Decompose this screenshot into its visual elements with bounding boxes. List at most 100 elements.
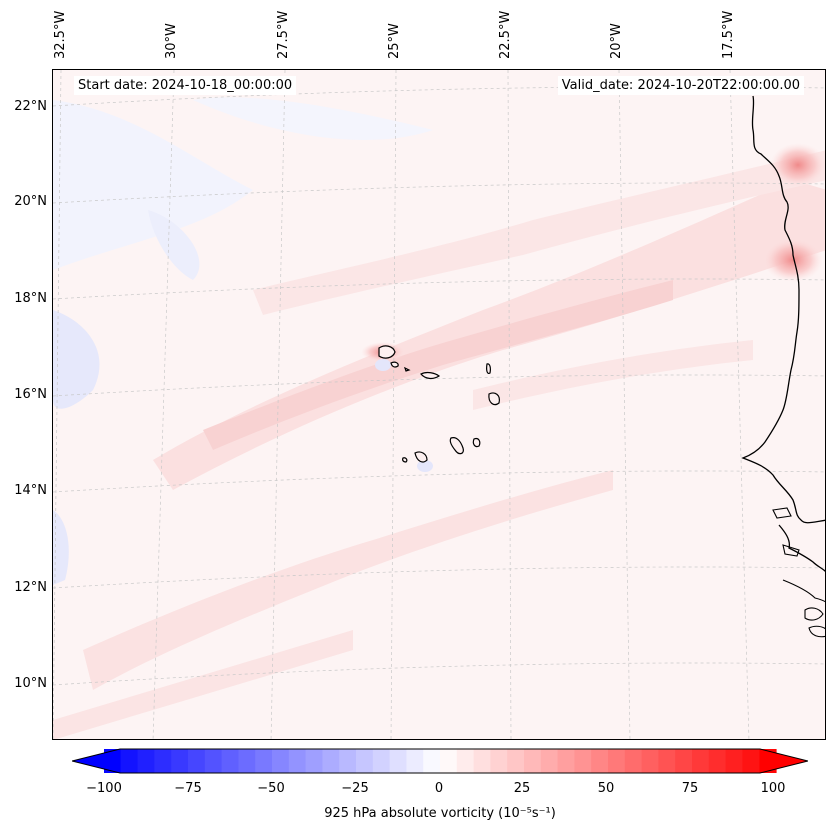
colorbar-segment bbox=[171, 749, 189, 773]
colorbar-segment bbox=[473, 749, 491, 773]
positive-vorticity-band bbox=[53, 630, 353, 739]
bissagos-islands bbox=[804, 607, 825, 638]
island bbox=[486, 363, 491, 375]
lat-label: 16°N bbox=[14, 387, 47, 402]
colorbar-min-extension bbox=[72, 749, 120, 773]
colorbar-segments bbox=[104, 749, 777, 773]
island bbox=[402, 457, 408, 463]
lat-label: 10°N bbox=[14, 676, 47, 691]
lat-label: 14°N bbox=[14, 483, 47, 498]
colorbar-segment bbox=[288, 749, 307, 773]
colorbar-segment bbox=[692, 749, 710, 773]
colorbar-segment bbox=[624, 749, 643, 773]
colorbar-segment bbox=[356, 749, 374, 773]
colorbar-tick-label: −25 bbox=[341, 781, 369, 796]
island bbox=[449, 437, 464, 455]
lon-label: 30°W bbox=[164, 23, 179, 59]
colorbar-segment bbox=[305, 749, 323, 773]
positive-vorticity-band bbox=[253, 150, 825, 315]
island bbox=[403, 366, 411, 372]
colorbar-tick-label: 50 bbox=[597, 781, 615, 796]
colorbar-segment bbox=[440, 749, 458, 773]
negative-vorticity-region bbox=[148, 210, 200, 280]
colorbar-segment bbox=[423, 749, 441, 773]
colorbar-max-extension bbox=[760, 749, 808, 773]
lat-label: 12°N bbox=[14, 580, 47, 595]
colorbar-segment bbox=[742, 749, 760, 773]
colorbar-segment bbox=[272, 749, 290, 773]
colorbar-segment bbox=[389, 749, 407, 773]
colorbar-tick-label: 25 bbox=[513, 781, 531, 796]
lon-label: 22.5°W bbox=[498, 10, 513, 59]
lon-label: 32.5°W bbox=[53, 10, 68, 59]
colorbar-tick-label: 75 bbox=[681, 781, 699, 796]
colorbar-segment bbox=[120, 749, 139, 773]
colorbar-segment bbox=[406, 749, 424, 773]
island bbox=[390, 361, 399, 368]
vorticity-negative-spot bbox=[375, 359, 391, 371]
colorbar-segment bbox=[540, 749, 559, 773]
lon-label: 25°W bbox=[387, 23, 402, 59]
valid-date-label: Valid_date: 2024-10-20T22:00:00.00 bbox=[557, 76, 804, 95]
island bbox=[488, 392, 500, 406]
colorbar-tick-label: −100 bbox=[86, 781, 122, 796]
colorbar-segment bbox=[204, 749, 223, 773]
colorbar-segment bbox=[591, 749, 609, 773]
lon-label: 17.5°W bbox=[721, 10, 736, 59]
colorbar-segment bbox=[641, 749, 659, 773]
positive-vorticity-band bbox=[473, 340, 753, 410]
graticule bbox=[53, 70, 825, 739]
colorbar-segment bbox=[322, 749, 340, 773]
senegal-gambia-coastline bbox=[778, 524, 825, 572]
start-date-label: Start date: 2024-10-18_00:00:00 bbox=[74, 76, 297, 95]
colorbar-segment bbox=[154, 749, 172, 773]
negative-vorticity-region bbox=[53, 100, 253, 270]
vorticity-hotspot bbox=[763, 238, 823, 282]
colorbar-segment bbox=[507, 749, 525, 773]
colorbar-segment bbox=[188, 749, 206, 773]
vorticity-hotspot bbox=[770, 143, 825, 187]
positive-vorticity-band bbox=[83, 470, 613, 690]
colorbar bbox=[72, 748, 808, 774]
colorbar-tick-label: 0 bbox=[434, 781, 444, 796]
vorticity-negative-spot bbox=[417, 460, 433, 472]
colorbar-segment bbox=[490, 749, 508, 773]
lat-label: 22°N bbox=[14, 99, 47, 114]
colorbar-segment bbox=[238, 749, 256, 773]
map-canvas bbox=[53, 70, 825, 739]
colorbar-tick-label: −75 bbox=[174, 781, 202, 796]
vorticity-map bbox=[52, 69, 826, 740]
island bbox=[414, 451, 428, 463]
colorbar-segment bbox=[255, 749, 273, 773]
island bbox=[378, 345, 396, 359]
colorbar-segment bbox=[574, 749, 592, 773]
west-africa-coastline bbox=[741, 95, 825, 524]
colorbar-segment bbox=[608, 749, 626, 773]
colorbar-segment bbox=[456, 749, 475, 773]
colorbar-segment bbox=[137, 749, 155, 773]
negative-vorticity-region bbox=[53, 310, 100, 409]
negative-vorticity-region bbox=[53, 510, 69, 585]
colorbar-segment bbox=[524, 749, 542, 773]
colorbar-segment bbox=[675, 749, 693, 773]
colorbar-tick-label: 100 bbox=[760, 781, 786, 796]
colorbar-segment bbox=[372, 749, 391, 773]
colorbar-segment bbox=[725, 749, 743, 773]
colorbar-segment bbox=[658, 749, 676, 773]
colorbar-segment bbox=[339, 749, 357, 773]
colorbar-segment bbox=[221, 749, 239, 773]
negative-vorticity-region bbox=[193, 97, 433, 140]
cape-verde-islands bbox=[378, 345, 500, 463]
lon-label: 27.5°W bbox=[276, 10, 291, 59]
lat-label: 20°N bbox=[14, 194, 47, 209]
coastline-detail bbox=[772, 507, 800, 557]
colorbar-label: 925 hPa absolute vorticity (10⁻⁵s⁻¹) bbox=[324, 806, 556, 821]
colorbar-tick-label: −50 bbox=[257, 781, 285, 796]
positive-vorticity-band bbox=[203, 280, 673, 450]
island bbox=[420, 371, 441, 380]
island bbox=[472, 437, 481, 448]
colorbar-segment bbox=[557, 749, 575, 773]
colorbar-outline bbox=[72, 748, 808, 774]
colorbar-segment bbox=[708, 749, 727, 773]
guinea-bissau-coastline bbox=[782, 579, 825, 603]
